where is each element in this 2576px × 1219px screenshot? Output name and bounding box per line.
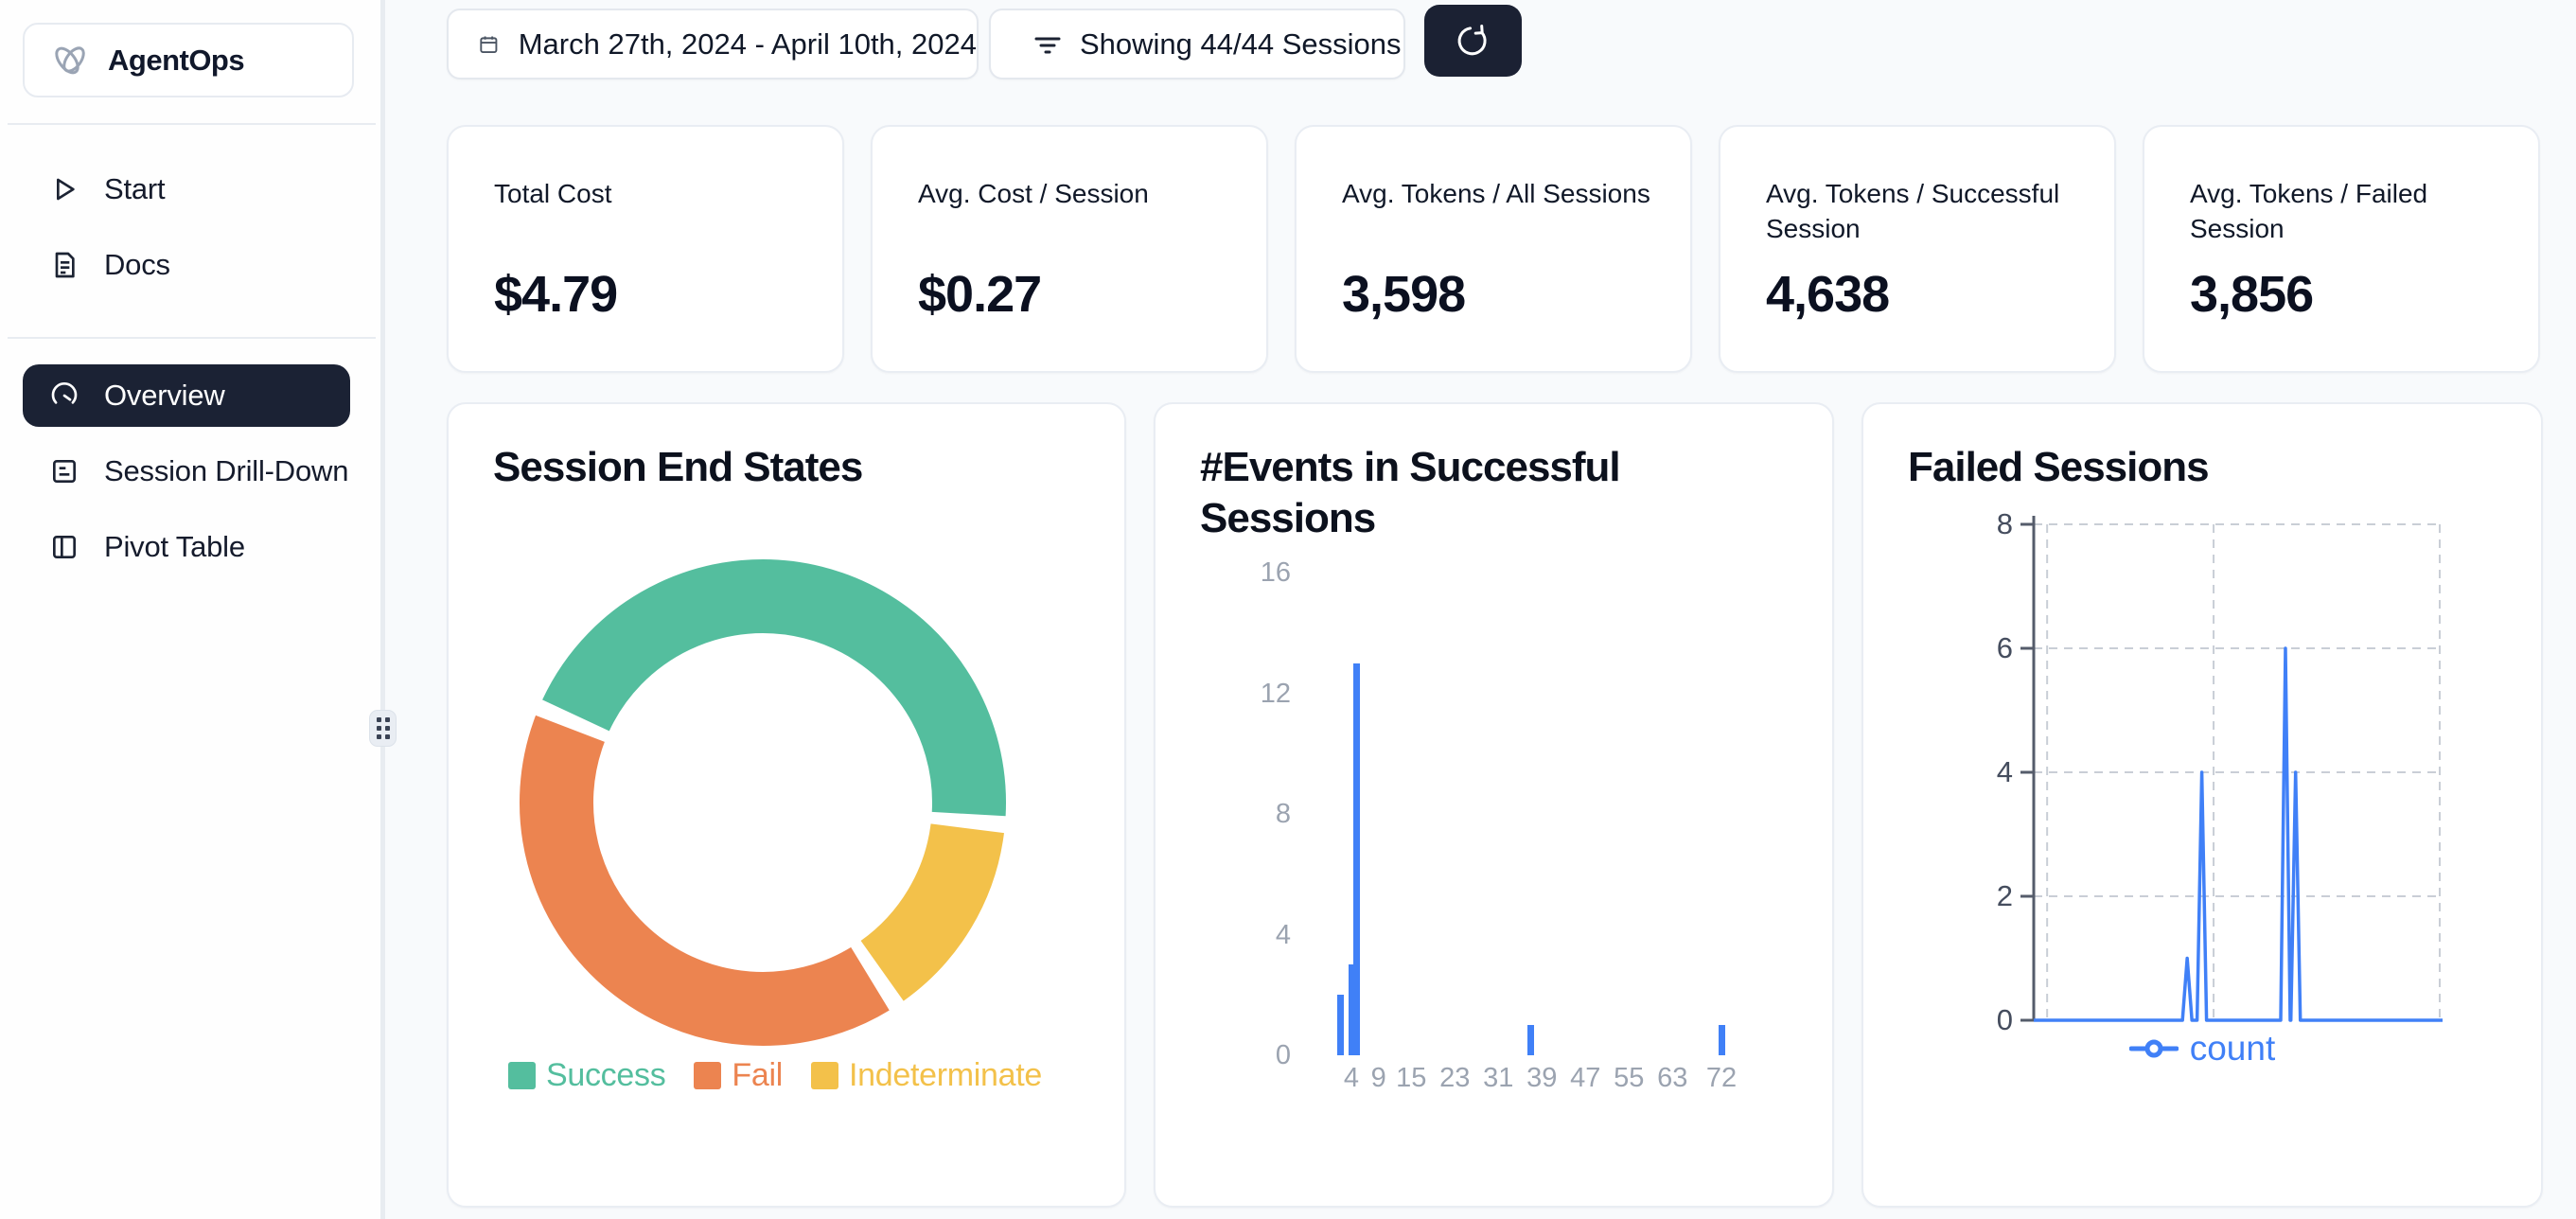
session-end-states-donut-chart[interactable]	[517, 556, 1009, 1049]
legend-item-success[interactable]: Success	[508, 1057, 666, 1094]
x-axis-tick-label: 47	[1570, 1063, 1601, 1093]
date-range-text: March 27th, 2024 - April 10th, 2024	[518, 26, 977, 61]
docs-icon	[55, 252, 75, 278]
play-icon	[56, 178, 75, 201]
stat-card-avg-cost-session: Avg. Cost / Session $0.27	[871, 125, 1268, 373]
x-axis-tick-label: 23	[1439, 1063, 1471, 1093]
y-axis-tick-label: 8	[1275, 799, 1291, 829]
x-axis-tick-label: 4	[1343, 1063, 1360, 1093]
events-in-successful-sessions-card: #Events in Successful Sessions 0 4 8 12 16 4 9…	[1154, 402, 1834, 1208]
date-range-button[interactable]: March 27th, 2024 - April 10th, 2024	[447, 9, 979, 80]
events-histogram-chart[interactable]: 0 4 8 12 16 4 9 15 23 31 39 47 55 63 72	[1156, 404, 1832, 1206]
y-axis-tick-label: 4	[1996, 755, 2013, 788]
y-axis-tick-label: 16	[1260, 557, 1291, 588]
sidebar-item-overview[interactable]: Overview	[23, 364, 350, 427]
sidebar-item-start[interactable]: Start	[23, 160, 350, 219]
stat-label: Avg. Tokens / All Sessions	[1342, 179, 1650, 208]
count-legend-label: count	[2189, 1029, 2276, 1068]
calendar-icon	[480, 35, 498, 53]
y-axis-tick-label: 4	[1275, 919, 1291, 950]
gauge-icon	[51, 381, 78, 404]
pivot-icon	[53, 536, 76, 558]
y-axis-tick-label: 8	[1996, 507, 2013, 540]
y-axis-tick-label: 0	[1275, 1040, 1291, 1070]
agentops-logo-icon	[55, 45, 85, 74]
x-axis-tick-label: 31	[1483, 1063, 1514, 1093]
failed-sessions-line-chart[interactable]	[1863, 404, 2541, 1206]
stat-value: $4.79	[494, 266, 618, 323]
failed-sessions-card: Failed Sessions count 0 2 4 6 8	[1861, 402, 2543, 1208]
chart-title: #Events in Successful Sessions	[1200, 444, 1621, 541]
session-filter-button[interactable]: Showing 44/44 Sessions	[989, 9, 1405, 80]
stat-label: Avg. Tokens / Failed Session	[2190, 179, 2428, 243]
legend-item-fail[interactable]: Fail	[694, 1057, 783, 1094]
legend-swatch	[508, 1062, 536, 1089]
sidebar: AgentOps Start Docs Overview	[0, 0, 380, 1219]
brand-name: AgentOps	[108, 43, 245, 77]
count-legend-item[interactable]: count	[1863, 1029, 2541, 1069]
x-axis-tick-label: 72	[1705, 1063, 1738, 1093]
y-axis-tick-label: 12	[1260, 678, 1291, 709]
sidebar-item-label: Start	[104, 172, 166, 205]
stat-value: 3,598	[1342, 266, 1466, 323]
donut-legend: Success Fail Indeterminate	[508, 1057, 1070, 1094]
x-axis-tick-label: 55	[1614, 1063, 1645, 1093]
sidebar-item-label: Pivot Table	[104, 530, 245, 563]
histogram-bar[interactable]	[1348, 964, 1355, 1055]
y-axis-tick-label: 0	[1996, 1003, 2013, 1036]
sidebar-item-pivot-table[interactable]: Pivot Table	[23, 518, 350, 576]
legend-swatch	[694, 1062, 722, 1089]
stat-card-avg-tokens-successful: Avg. Tokens / Successful Session 4,638	[1719, 125, 2116, 373]
session-end-states-card: Session End States Success Fail Indetermin…	[447, 402, 1126, 1208]
stat-label: Avg. Cost / Session	[918, 179, 1149, 208]
legend-swatch	[811, 1062, 838, 1089]
stat-value: 3,856	[2190, 266, 2314, 323]
stat-label: Avg. Tokens / Successful Session	[1766, 179, 2060, 243]
stat-label: Total Cost	[494, 179, 612, 208]
legend-label: Indeterminate	[849, 1057, 1043, 1093]
stat-card-avg-tokens-failed: Avg. Tokens / Failed Session 3,856	[2143, 125, 2540, 373]
y-axis-tick-label: 2	[1996, 879, 2013, 912]
histogram-bar[interactable]	[1527, 1025, 1535, 1055]
sidebar-item-label: Session Drill-Down	[104, 454, 349, 487]
x-axis-tick-label: 15	[1396, 1063, 1427, 1093]
sidebar-item-label: Docs	[104, 248, 170, 281]
legend-label: Success	[546, 1057, 666, 1093]
grip-dots-icon	[376, 717, 390, 739]
stat-card-avg-tokens-all: Avg. Tokens / All Sessions 3,598	[1295, 125, 1692, 373]
sidebar-divider-bottom	[8, 337, 376, 339]
chart-title: Failed Sessions	[1908, 444, 2210, 490]
x-axis-tick-label: 63	[1657, 1063, 1688, 1093]
sidebar-item-session-drill-down[interactable]: Session Drill-Down	[23, 442, 350, 501]
sidebar-item-label: Overview	[104, 379, 225, 412]
refresh-icon	[1457, 25, 1487, 56]
legend-item-indeterminate[interactable]: Indeterminate	[811, 1057, 1042, 1094]
y-axis-tick-label: 6	[1996, 631, 2013, 664]
session-filter-text: Showing 44/44 Sessions	[1080, 26, 1402, 61]
x-axis-tick-label: 9	[1370, 1063, 1386, 1093]
sidebar-item-docs[interactable]: Docs	[23, 236, 350, 294]
line-series-marker-icon	[2128, 1039, 2179, 1058]
brand-logo-button[interactable]: AgentOps	[23, 23, 354, 97]
x-axis-tick-label: 39	[1526, 1063, 1558, 1093]
filter-icon	[1034, 37, 1061, 53]
sidebar-divider-top	[8, 123, 376, 125]
sidebar-resize-divider[interactable]	[380, 0, 385, 1219]
chart-title: Session End States	[493, 444, 863, 490]
notes-icon	[53, 460, 76, 483]
stat-card-total-cost: Total Cost $4.79	[447, 125, 844, 373]
histogram-bar[interactable]	[1337, 995, 1344, 1055]
refresh-button[interactable]	[1424, 5, 1522, 77]
histogram-bar[interactable]	[1718, 1025, 1725, 1055]
stat-value: 4,638	[1766, 266, 1890, 323]
histogram-bar[interactable]	[1353, 662, 1361, 1055]
legend-label: Fail	[732, 1057, 783, 1093]
stat-value: $0.27	[918, 266, 1042, 323]
sidebar-drag-handle[interactable]	[369, 710, 397, 747]
